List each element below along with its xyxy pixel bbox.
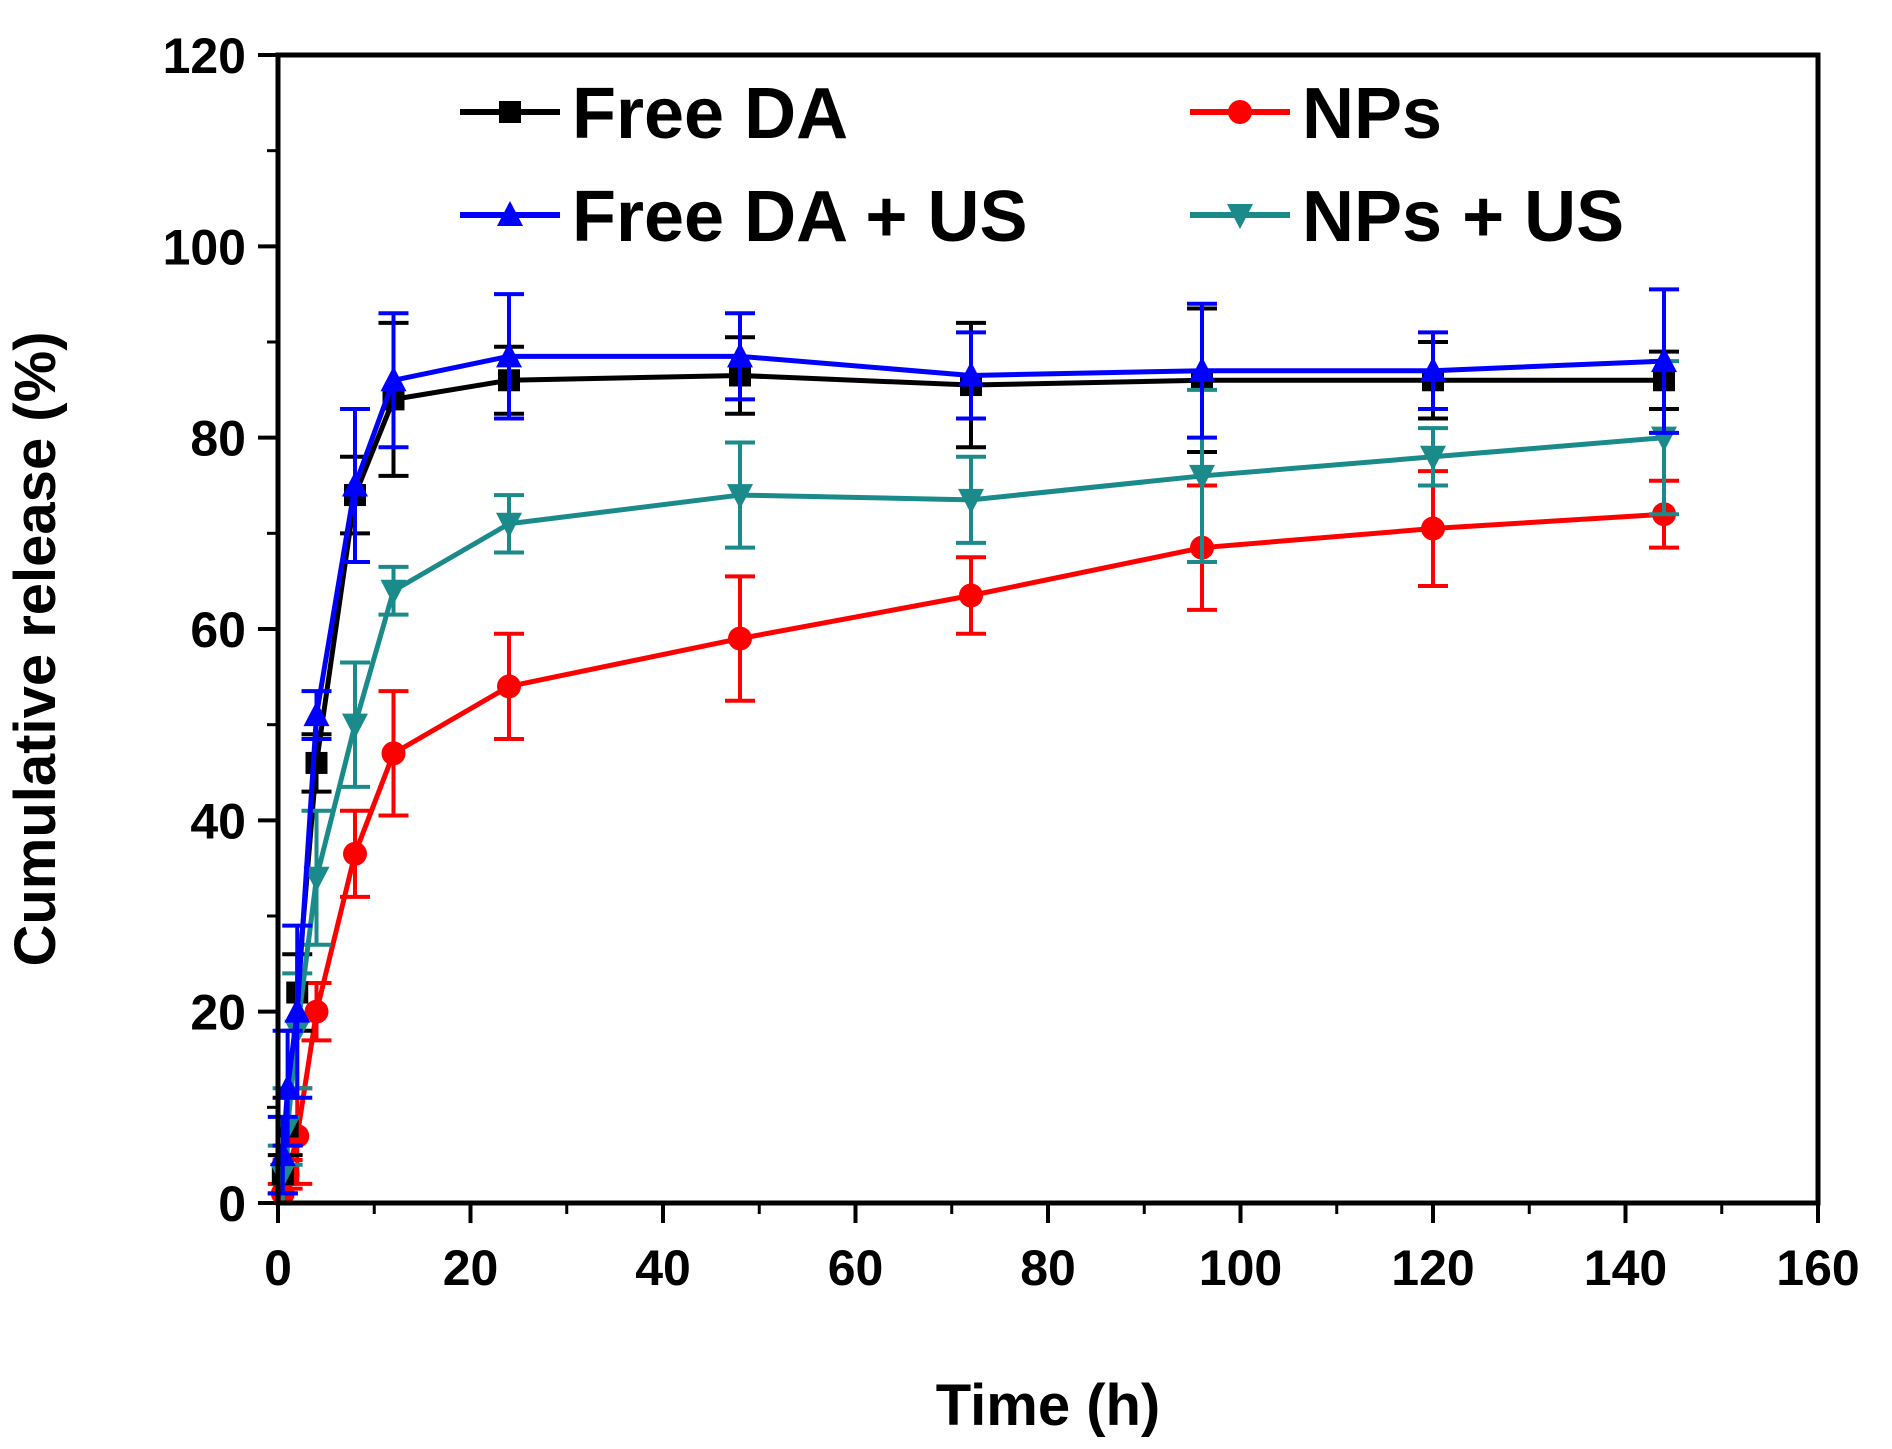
y-tick-label: 20 <box>190 985 246 1041</box>
legend-label: Free DA + US <box>572 177 1027 257</box>
x-tick-label: 140 <box>1584 1240 1667 1296</box>
x-axis: 0 20 40 60 80 100 120 140 160 <box>264 1203 1860 1296</box>
data-point <box>728 626 752 651</box>
y-tick-label: 100 <box>163 219 246 275</box>
data-point <box>304 999 329 1024</box>
data-point <box>1189 464 1215 490</box>
data-point <box>342 713 368 739</box>
x-tick-label: 20 <box>443 1240 499 1296</box>
legend-marker <box>1227 204 1253 229</box>
data-point <box>342 471 368 497</box>
data-point <box>1651 347 1677 373</box>
data-point <box>496 512 522 538</box>
data-point <box>958 488 984 514</box>
series-line-nps <box>280 511 1665 1195</box>
data-layer <box>267 287 1679 1206</box>
y-axis: 0 20 40 60 80 100 120 <box>163 28 278 1232</box>
y-tick-label: 0 <box>218 1176 246 1232</box>
x-tick-label: 100 <box>1199 1240 1282 1296</box>
data-point <box>381 741 406 766</box>
series-line-nps-us <box>280 435 1665 1175</box>
data-point <box>1420 356 1446 382</box>
data-point <box>727 484 753 510</box>
y-axis-title: Cumulative release (%) <box>3 331 68 966</box>
x-axis-title: Time (h) <box>936 1373 1161 1438</box>
legend-marker <box>497 201 523 226</box>
legend-item-free-da-us: Free DA + US <box>460 177 1027 257</box>
data-point <box>1420 445 1446 471</box>
x-tick-label: 40 <box>635 1240 691 1296</box>
data-point <box>497 674 521 699</box>
data-point <box>1421 516 1445 541</box>
series-free-da-us <box>267 287 1679 1196</box>
legend-marker <box>1228 100 1252 124</box>
x-tick-label: 0 <box>264 1240 292 1296</box>
data-point <box>274 1074 301 1100</box>
y-tick-label: 40 <box>190 793 246 849</box>
data-point <box>343 841 367 866</box>
data-point <box>1189 356 1215 382</box>
x-tick-label: 60 <box>828 1240 884 1296</box>
x-tick-label: 80 <box>1020 1240 1076 1296</box>
data-point <box>959 583 983 608</box>
data-point <box>958 361 984 387</box>
legend-item-nps-us: NPs + US <box>1190 177 1624 257</box>
data-point <box>727 342 753 368</box>
series-line-free-da-us <box>280 353 1665 1156</box>
legend-label: NPs <box>1302 74 1442 154</box>
legend-marker <box>499 101 521 123</box>
legend: Free DA NPs Free DA + US NPs + US <box>460 74 1624 257</box>
data-point <box>303 701 330 727</box>
y-tick-label: 120 <box>163 28 246 84</box>
legend-label: NPs + US <box>1302 177 1624 257</box>
data-point <box>380 579 407 605</box>
series-nps <box>267 469 1679 1206</box>
series-nps-us <box>267 359 1679 1205</box>
legend-item-free-da: Free DA <box>460 74 848 154</box>
data-point <box>496 342 522 368</box>
x-tick-label: 120 <box>1391 1240 1474 1296</box>
legend-label: Free DA <box>572 74 848 154</box>
data-point <box>380 366 407 392</box>
legend-item-nps: NPs <box>1190 74 1442 154</box>
data-point <box>305 751 328 774</box>
x-tick-label: 160 <box>1776 1240 1859 1296</box>
data-point <box>303 866 330 892</box>
y-tick-label: 80 <box>190 411 246 467</box>
data-point <box>284 997 311 1023</box>
y-tick-label: 60 <box>190 602 246 658</box>
series-free-da <box>267 306 1679 1196</box>
